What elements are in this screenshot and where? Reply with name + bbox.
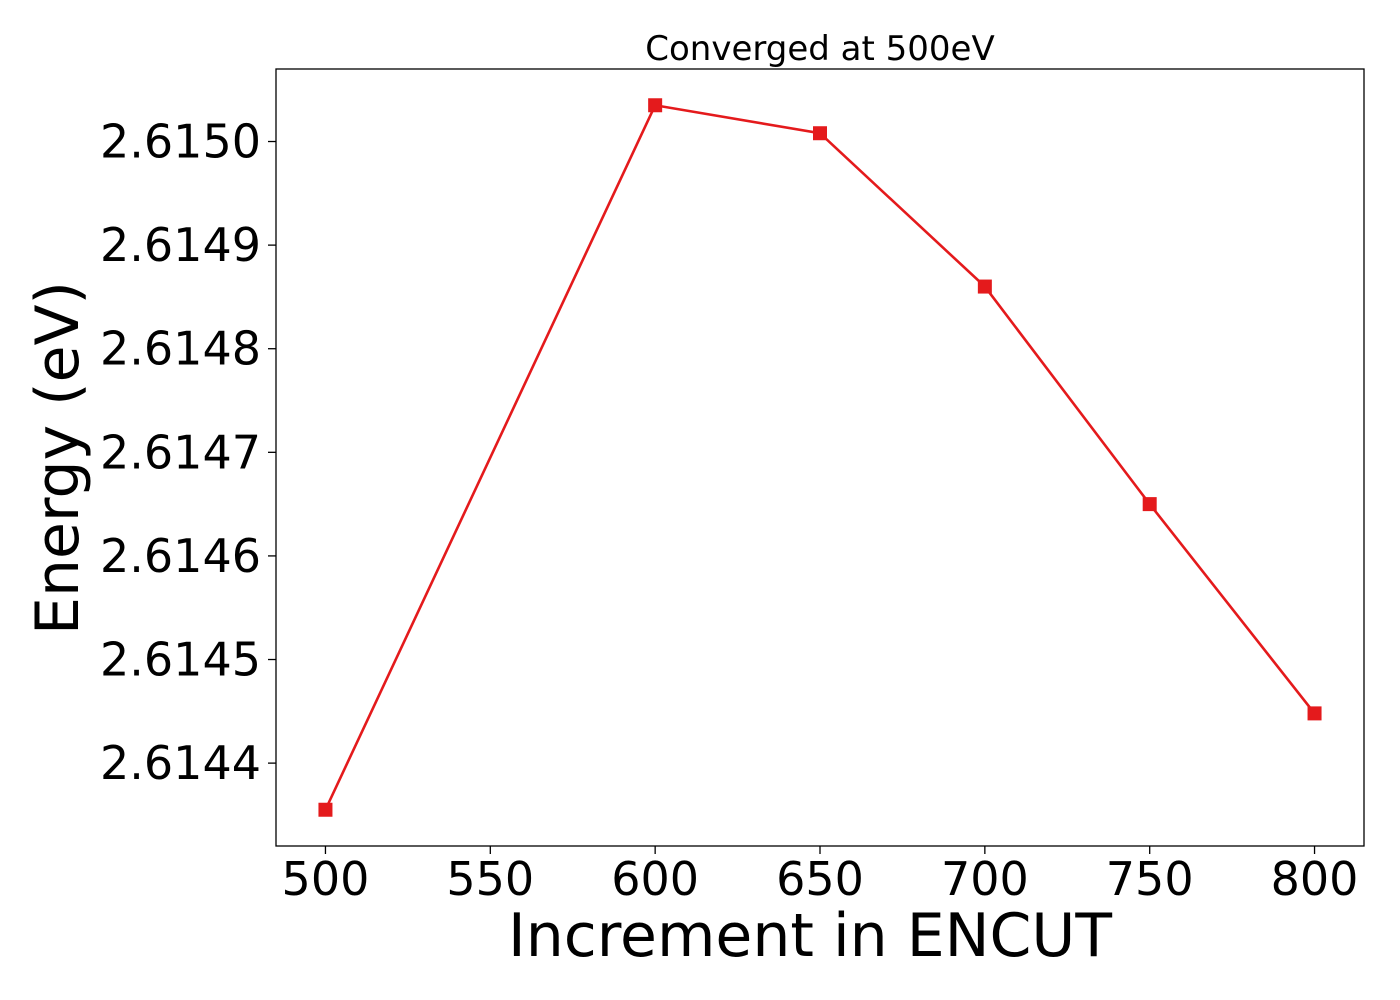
data-point-marker <box>1307 706 1322 721</box>
series-line <box>324 103 1316 811</box>
plot-area <box>275 68 1365 847</box>
x-axis: 500 550 600 650 700 750 800 <box>282 846 1359 906</box>
data-point-marker <box>813 126 827 141</box>
y-tick-label: 2.6146 <box>100 529 261 583</box>
x-tick-label: 750 <box>1106 852 1194 906</box>
data-point-marker <box>648 98 663 113</box>
y-tick-label: 2.6148 <box>100 322 261 376</box>
data-point-marker <box>977 279 992 294</box>
chart-title: Converged at 500eV <box>645 29 994 69</box>
y-tick-label: 2.6147 <box>100 425 261 479</box>
series-layer <box>318 98 1322 817</box>
x-tick-label: 650 <box>776 852 864 906</box>
data-point-marker <box>1142 497 1157 512</box>
data-point-marker <box>318 802 333 817</box>
x-tick-label: 500 <box>282 852 370 906</box>
x-tick-label: 700 <box>941 852 1029 906</box>
y-axis-label: Energy (eV) <box>23 281 93 635</box>
y-axis: 2.6144 2.6145 2.6146 2.6147 2.6148 2.6149 2.61… <box>100 115 276 790</box>
y-tick-label: 2.6144 <box>100 736 261 790</box>
x-axis-label: Increment in ENCUT <box>508 901 1112 971</box>
x-tick-label: 550 <box>446 852 534 906</box>
y-tick-label: 2.6150 <box>100 115 261 169</box>
x-tick-label: 600 <box>611 852 699 906</box>
x-tick-label: 800 <box>1271 852 1359 906</box>
y-tick-label: 2.6145 <box>100 633 261 687</box>
y-tick-label: 2.6149 <box>100 218 261 272</box>
